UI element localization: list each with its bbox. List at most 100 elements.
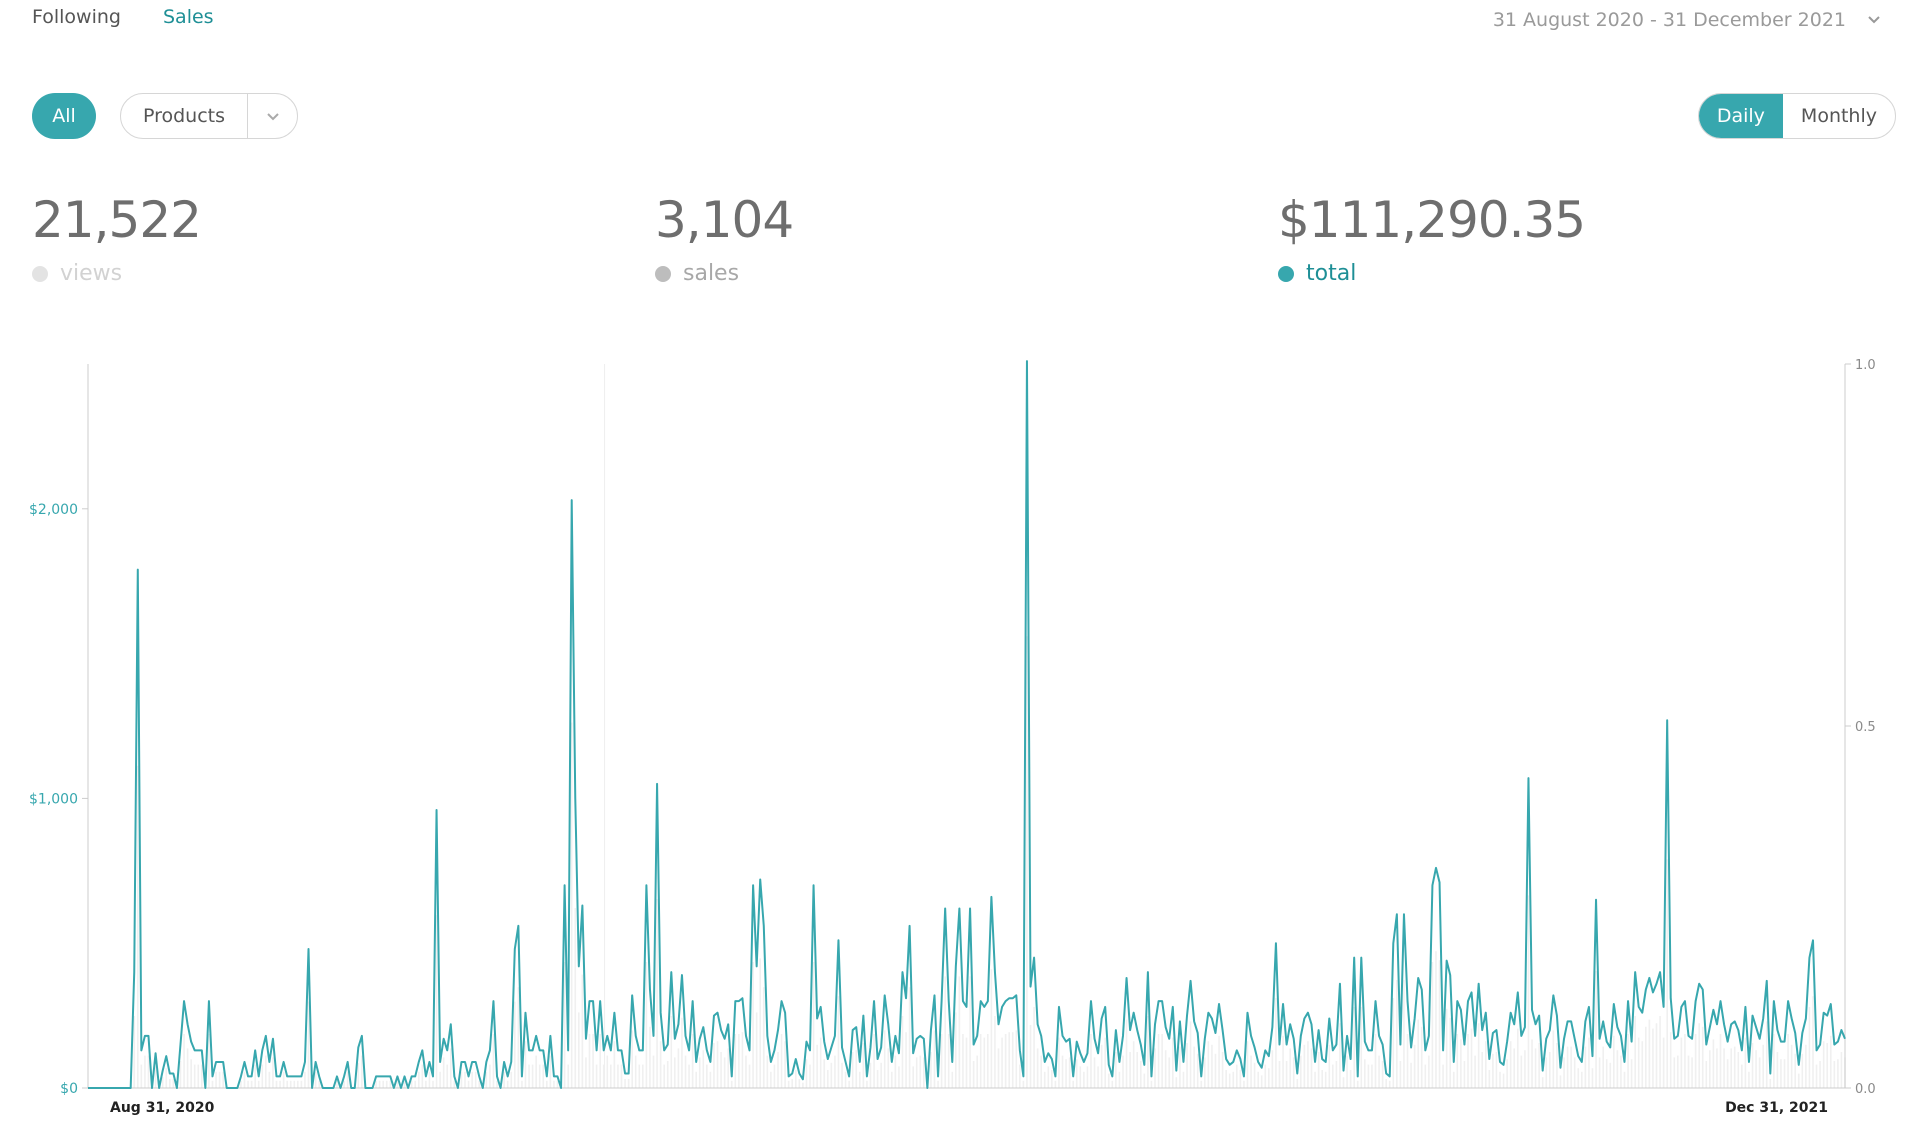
views-bar [1794,1053,1797,1088]
views-bar [289,1080,292,1088]
chevron-down-icon[interactable] [248,108,297,124]
views-bar [734,1034,737,1088]
views-bar [1182,1071,1185,1088]
views-bar [599,1034,601,1088]
views-bar [179,1061,182,1088]
views-bar [1538,1043,1540,1088]
views-bar [755,1012,758,1088]
views-bar [1353,1007,1355,1088]
views-label: views [60,261,123,286]
views-bar [1168,1057,1171,1088]
views-bar [923,1057,925,1088]
views-bar [1716,1048,1718,1088]
views-bar [574,908,577,1088]
views-bar [201,1064,203,1088]
views-bar [1776,1052,1779,1088]
views-bar [1388,1080,1391,1088]
views-bar [684,1055,687,1088]
all-filter-button[interactable]: All [32,93,96,139]
views-legend[interactable]: views [32,261,201,286]
views-bar [556,1080,559,1088]
views-bar [432,1080,434,1088]
views-value: 21,522 [32,191,202,249]
views-bar [1203,1057,1206,1088]
views-bar [1449,1017,1452,1088]
views-bar [293,1080,296,1088]
views-bar [681,1017,683,1088]
views-bar [510,1071,513,1088]
views-bar [1246,1041,1249,1088]
views-bar [1139,1061,1142,1088]
date-range-picker[interactable]: 31 August 2020 - 31 December 2021 [1492,9,1846,31]
views-bar [517,987,520,1088]
sales-stat: 3,104 sales [655,195,794,286]
views-bar [1741,1064,1743,1088]
views-bar [546,1080,548,1088]
views-bar [1445,1008,1448,1088]
views-bar [1698,1023,1700,1088]
views-bar [570,722,573,1088]
views-bar [1726,1059,1729,1088]
views-bar [585,1057,587,1088]
total-value: $111,290.35 [1278,191,1586,249]
views-bar [1705,1061,1708,1088]
views-bar [474,1071,477,1088]
views-bar [951,1071,954,1088]
views-bar [1289,1048,1291,1088]
views-bar [343,1080,345,1088]
views-bar [528,1064,530,1088]
views-bar [1563,1057,1565,1088]
views-bar [471,1071,473,1088]
sales-legend[interactable]: sales [655,261,793,286]
views-bar [1008,1032,1010,1088]
daily-button[interactable]: Daily [1698,94,1783,138]
views-bar [1150,1080,1153,1088]
views-bar [766,1055,769,1088]
views-bar [549,1055,552,1088]
views-bar [1189,1021,1192,1088]
views-bar [1581,1071,1583,1088]
views-bar [1364,1059,1366,1088]
views-bar [901,1016,904,1088]
left-tick-label: $0 [60,1081,78,1097]
views-bar [1627,1034,1629,1088]
views-bar [1492,1053,1494,1088]
views-stat: 21,522 views [32,191,202,286]
views-bar [1424,1064,1427,1088]
views-bar [275,1080,278,1088]
total-series-line [88,360,1846,1089]
views-bar [578,1012,580,1088]
chevron-down-icon[interactable] [1864,10,1884,30]
views-bar [1520,1055,1523,1088]
views-bar [297,1080,299,1088]
views-bar [1068,1057,1071,1088]
views-bar [1744,1037,1747,1088]
right-tick-label: 1.0 [1855,358,1876,373]
views-bar [1061,1055,1064,1088]
views-bar [1765,1021,1768,1088]
views-bar [1314,1071,1316,1088]
views-bar [428,1071,431,1088]
x-tick-label: Dec 31, 2021 [1725,1100,1828,1116]
views-bar [1356,1080,1359,1088]
views-bar [745,1055,747,1088]
views-bar [1278,1061,1281,1088]
views-bar [1840,1052,1843,1088]
views-bar [979,1034,982,1088]
views-bar [172,1079,175,1088]
views-bar [1502,1073,1505,1088]
sales-chart[interactable]: $0 $1,000 $2,000 0.0 0.5 1.0 Aug 31, 2020 Dec 3… [0,350,1906,1128]
tab-sales[interactable]: Sales [162,6,214,28]
views-bar [898,1066,900,1088]
views-bar [1417,1019,1419,1088]
views-bar [1011,1032,1014,1088]
views-bar [677,1048,680,1088]
views-bar [1022,1080,1025,1088]
monthly-button[interactable]: Monthly [1800,105,1877,127]
views-bar [318,1080,320,1088]
tab-following[interactable]: Following [32,6,121,28]
products-dropdown[interactable]: Products [120,93,298,139]
total-legend[interactable]: total [1278,261,1585,286]
views-bar [1694,1034,1697,1088]
views-bar [638,1064,641,1088]
